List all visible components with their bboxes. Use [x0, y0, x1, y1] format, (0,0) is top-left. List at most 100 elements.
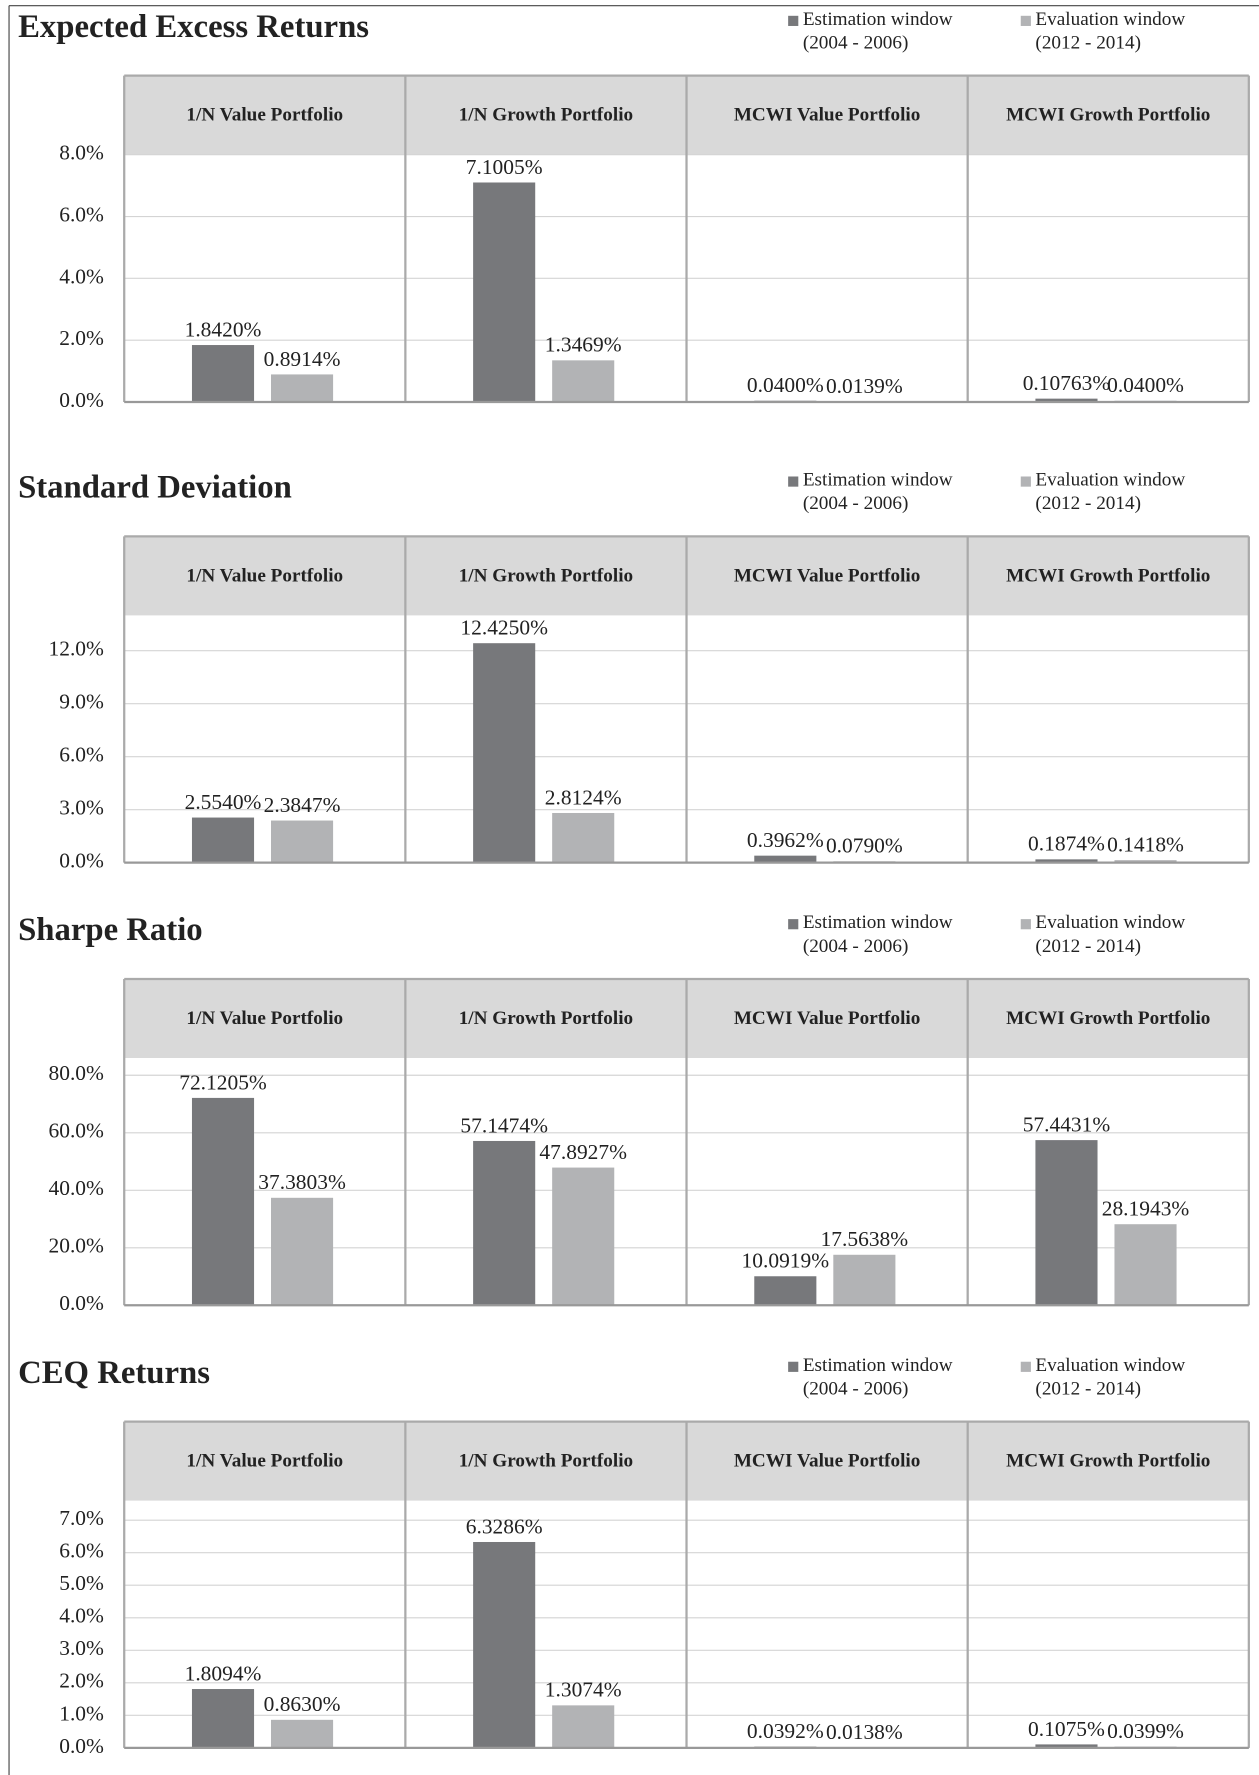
legend-label: Estimation window (2004 - 2006): [802, 1353, 953, 1399]
chart-title: Expected Excess Returns: [18, 9, 369, 45]
bar: [754, 855, 817, 863]
panel-header: MCWI Growth Portfolio: [1006, 565, 1210, 586]
data-label: 6.3286%: [466, 1514, 543, 1538]
legend-label: Estimation window (2004 - 2006): [802, 468, 953, 514]
bar: [552, 1705, 615, 1748]
bar: [473, 182, 536, 402]
data-label: 17.5638%: [821, 1227, 909, 1251]
panel-header: MCWI Growth Portfolio: [1006, 1451, 1210, 1472]
data-label: 0.0400%: [1107, 373, 1184, 397]
legend-entry: Evaluation window (2012 - 2014): [1035, 7, 1186, 54]
bar: [1035, 1744, 1098, 1748]
bar: [473, 1140, 536, 1306]
legend-entry: Estimation window (2004 - 2006): [802, 468, 953, 514]
data-label: 0.0399%: [1107, 1719, 1184, 1743]
data-label: 0.8914%: [264, 347, 341, 371]
data-label: 72.1205%: [179, 1070, 267, 1094]
data-label: 0.0139%: [826, 374, 903, 398]
legend-swatch: [788, 476, 799, 487]
y-tick-label: 12.0%: [49, 637, 105, 661]
legend-label: Evaluation window (2012 - 2014): [1035, 7, 1186, 54]
panel-header: MCWI Value Portfolio: [734, 105, 921, 126]
y-tick-label: 6.0%: [59, 202, 104, 226]
legend-label: Evaluation window (2012 - 2014): [1035, 1353, 1186, 1399]
bar: [552, 812, 615, 863]
y-tick-label: 40.0%: [49, 1176, 105, 1200]
bar: [270, 820, 334, 863]
y-tick-label: 0.0%: [59, 1291, 104, 1315]
data-label: 1.8094%: [185, 1661, 262, 1685]
y-tick-label: 6.0%: [59, 1539, 104, 1563]
y-tick-label: 0.0%: [59, 388, 104, 412]
legend-swatch: [1020, 1361, 1031, 1372]
legend-entry: Estimation window (2004 - 2006): [802, 1353, 953, 1399]
chart-title: Standard Deviation: [18, 470, 292, 506]
data-label: 0.0392%: [747, 1719, 824, 1743]
data-label: 57.1474%: [460, 1113, 548, 1137]
bar: [270, 1197, 334, 1306]
data-label: 0.1418%: [1107, 833, 1184, 857]
data-label: 0.10763%: [1023, 371, 1111, 395]
y-tick-label: 2.0%: [59, 326, 104, 350]
bar: [552, 1167, 615, 1306]
y-tick-label: 3.0%: [59, 796, 104, 820]
panel-header: MCWI Value Portfolio: [734, 1451, 921, 1472]
panel-header: 1/N Growth Portfolio: [459, 1008, 633, 1029]
bar: [1035, 398, 1098, 402]
data-label: 0.1874%: [1028, 832, 1105, 856]
y-tick-label: 20.0%: [49, 1234, 105, 1258]
data-label: 2.8124%: [545, 785, 622, 809]
legend-entry: Estimation window (2004 - 2006): [803, 8, 953, 53]
panel-header: 1/N Growth Portfolio: [459, 565, 633, 586]
chart-title: Sharpe Ratio: [18, 912, 203, 948]
data-label: 1.3074%: [545, 1678, 622, 1702]
y-tick-label: 4.0%: [59, 1604, 104, 1628]
legend-label: Estimation window (2004 - 2006): [802, 911, 953, 957]
bar: [473, 1541, 536, 1748]
data-label: 10.0919%: [742, 1249, 830, 1273]
data-label: 57.4431%: [1023, 1112, 1111, 1136]
legend-swatch: [1020, 15, 1031, 26]
data-label: 12.4250%: [460, 616, 548, 640]
bar: [1114, 860, 1177, 863]
data-label: 0.0790%: [826, 834, 903, 858]
bar: [191, 1097, 255, 1306]
y-tick-label: 4.0%: [59, 264, 104, 288]
panel-header: 1/N Value Portfolio: [186, 1008, 343, 1029]
data-label: 2.3847%: [264, 793, 341, 817]
data-label: 0.8630%: [264, 1692, 341, 1716]
legend-swatch: [1020, 919, 1031, 930]
y-tick-label: 80.0%: [49, 1061, 105, 1085]
legend-entry: Evaluation window (2012 - 2014): [1035, 1353, 1186, 1399]
y-tick-label: 3.0%: [59, 1636, 104, 1660]
bar: [191, 1689, 255, 1748]
y-tick-label: 5.0%: [59, 1571, 104, 1595]
y-tick-label: 0.0%: [59, 1734, 104, 1758]
data-label: 0.3962%: [747, 828, 824, 852]
bar: [270, 1719, 334, 1748]
chart-title: CEQ Returns: [18, 1355, 210, 1391]
y-tick-label: 6.0%: [59, 743, 104, 767]
y-tick-label: 8.0%: [59, 141, 104, 165]
data-label: 0.0400%: [747, 373, 824, 397]
bar: [473, 643, 536, 863]
legend-swatch: [788, 919, 799, 930]
bar: [1035, 1140, 1098, 1306]
legend-label: Evaluation window (2012 - 2014): [1035, 468, 1186, 514]
data-label: 28.1943%: [1102, 1197, 1190, 1221]
panel-header: 1/N Growth Portfolio: [459, 1451, 633, 1472]
panel-header: MCWI Value Portfolio: [734, 565, 921, 586]
bar: [833, 1254, 896, 1306]
data-label: 1.3469%: [545, 333, 622, 357]
y-tick-label: 7.0%: [59, 1506, 104, 1530]
data-label: 37.3803%: [258, 1170, 346, 1194]
legend-entry: Estimation window (2004 - 2006): [802, 911, 953, 957]
panel-header: MCWI Growth Portfolio: [1006, 1008, 1210, 1029]
data-label: 47.8927%: [539, 1140, 627, 1164]
bar: [1035, 859, 1098, 863]
y-tick-label: 2.0%: [59, 1669, 104, 1693]
panel-header: MCWI Value Portfolio: [734, 1008, 921, 1029]
legend-entry: Evaluation window (2012 - 2014): [1035, 468, 1186, 514]
